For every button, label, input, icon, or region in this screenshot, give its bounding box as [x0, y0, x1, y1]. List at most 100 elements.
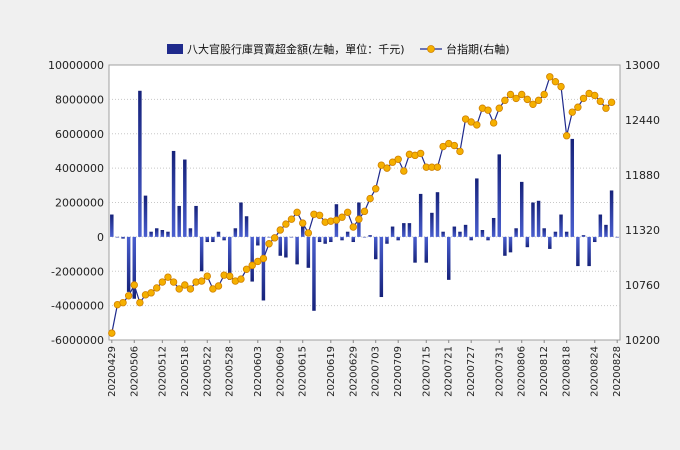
line-point — [338, 213, 346, 221]
bar — [519, 181, 524, 237]
x-axis-ticks: 20200429 20200506 20200512 20200518 20200522… — [107, 340, 623, 397]
line-point — [400, 167, 408, 175]
bar — [564, 231, 569, 237]
line-point — [158, 278, 167, 286]
line-point — [450, 141, 459, 150]
line-point — [203, 272, 211, 280]
line-point — [169, 278, 178, 286]
line-point — [349, 223, 357, 231]
left-tick-label: 10000000 — [48, 59, 104, 72]
bar — [154, 228, 159, 237]
line-point — [388, 158, 397, 166]
left-tick-label: -6000000 — [51, 334, 104, 347]
x-tick-label: 20200429 — [107, 346, 118, 397]
line-point — [197, 277, 206, 285]
bar — [351, 236, 356, 243]
line-point — [332, 216, 341, 224]
bar — [233, 228, 238, 237]
x-tick-label: 20200518 — [180, 346, 191, 397]
left-tick-label: 0 — [97, 231, 104, 244]
bar — [396, 236, 400, 241]
bar — [531, 202, 535, 237]
line-point — [433, 163, 442, 171]
line-point — [293, 208, 301, 217]
bar — [126, 236, 131, 292]
bar — [194, 205, 198, 237]
bar — [188, 228, 193, 237]
line-point — [254, 257, 262, 266]
line-point — [383, 164, 391, 172]
bar — [418, 193, 423, 237]
x-tick-label: 20200512 — [157, 346, 168, 397]
bar — [132, 236, 137, 299]
bar — [267, 236, 271, 238]
bar — [300, 226, 305, 237]
bar — [211, 236, 215, 243]
line-point — [551, 77, 560, 86]
bar — [306, 236, 311, 268]
line-point — [242, 265, 251, 273]
left-tick-label: 2000000 — [55, 197, 104, 210]
bar — [284, 236, 288, 258]
bar — [368, 235, 372, 237]
bar — [289, 236, 294, 238]
line-series — [108, 73, 616, 337]
line-point — [579, 94, 588, 103]
line-point — [501, 96, 509, 105]
line-point — [372, 185, 380, 193]
bar — [295, 236, 299, 265]
line-point — [164, 273, 172, 281]
x-tick-label: 20200812 — [539, 346, 550, 397]
x-tick-label: 20200721 — [444, 346, 455, 397]
right-tick-label: 13000 — [625, 59, 660, 72]
x-tick-label: 20200629 — [348, 346, 359, 397]
line-point — [343, 208, 352, 217]
line-point — [265, 240, 273, 248]
line-point — [473, 121, 481, 129]
bar — [486, 236, 490, 241]
x-tick-label: 20200619 — [326, 346, 337, 397]
bar — [379, 236, 384, 298]
line-point — [237, 275, 245, 283]
x-tick-label: 20200715 — [421, 346, 432, 397]
line-point — [366, 194, 374, 203]
bar — [542, 228, 546, 237]
line-point — [282, 220, 290, 228]
right-tick-label: 12440 — [625, 114, 660, 127]
line-point — [299, 219, 307, 227]
bar — [373, 236, 378, 260]
bar — [615, 236, 619, 238]
bar — [598, 214, 603, 237]
bar — [407, 223, 412, 237]
line-point — [209, 285, 217, 293]
x-tick-label: 20200506 — [129, 346, 140, 397]
bar — [345, 231, 350, 237]
line-point — [147, 289, 155, 297]
line-point — [591, 91, 599, 100]
line-point — [355, 215, 363, 223]
bar — [149, 231, 153, 237]
line-point — [568, 108, 576, 116]
bar — [497, 154, 502, 237]
bar — [525, 236, 530, 248]
line-point — [439, 142, 447, 151]
bar — [469, 236, 473, 241]
bar — [121, 236, 125, 239]
x-tick-label: 20200727 — [466, 346, 477, 397]
line-point — [456, 147, 464, 156]
right-tick-label: 11320 — [625, 224, 660, 237]
bar — [587, 236, 591, 267]
line-point — [607, 98, 616, 107]
bar — [441, 231, 445, 237]
bar — [177, 205, 181, 237]
line-point — [416, 149, 425, 158]
bar — [385, 236, 389, 244]
bar — [508, 236, 513, 253]
bar — [491, 217, 496, 237]
bar — [553, 231, 558, 237]
bar — [609, 190, 614, 237]
bar — [244, 216, 249, 237]
bar — [317, 236, 322, 243]
line-point — [175, 285, 183, 293]
line-point — [574, 103, 582, 111]
